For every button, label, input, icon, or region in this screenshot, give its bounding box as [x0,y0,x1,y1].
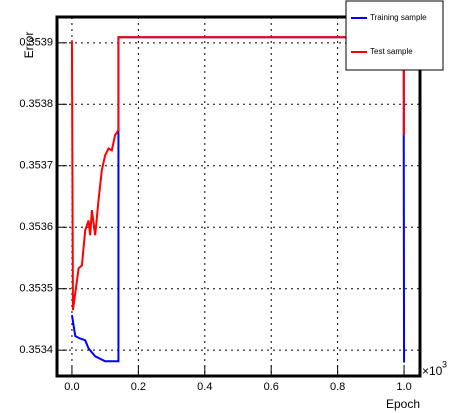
x-tick-label: 0.0 [64,381,79,393]
x-axis-title: Epoch [386,397,420,411]
x-tick-label: 1.0 [396,381,411,393]
y-tick-label: 0.3535 [19,283,53,295]
y-tick-label: 0.3534 [19,344,53,356]
series-line [70,36,406,311]
x-tick-label: 0.2 [131,381,146,393]
legend-label: Training sample [370,13,427,22]
y-tick-label: 0.3539 [19,37,53,49]
y-tick-label: 0.3538 [19,98,53,110]
plot-frame [55,15,422,378]
x-tick-label: 0.4 [197,381,212,393]
y-axis-title: Error [22,32,36,59]
x-multiplier: ×10 [422,364,443,378]
x-tick-label: 0.6 [264,381,279,393]
legend-box [345,0,444,71]
y-tick-label: 0.3536 [19,221,53,233]
y-tick-label: 0.3537 [19,160,53,172]
x-multiplier-exp: 3 [442,359,447,369]
legend-label: Test sample [370,47,413,56]
x-tick-label: 0.8 [330,381,345,393]
legend: Training sample Test sample [345,0,444,71]
